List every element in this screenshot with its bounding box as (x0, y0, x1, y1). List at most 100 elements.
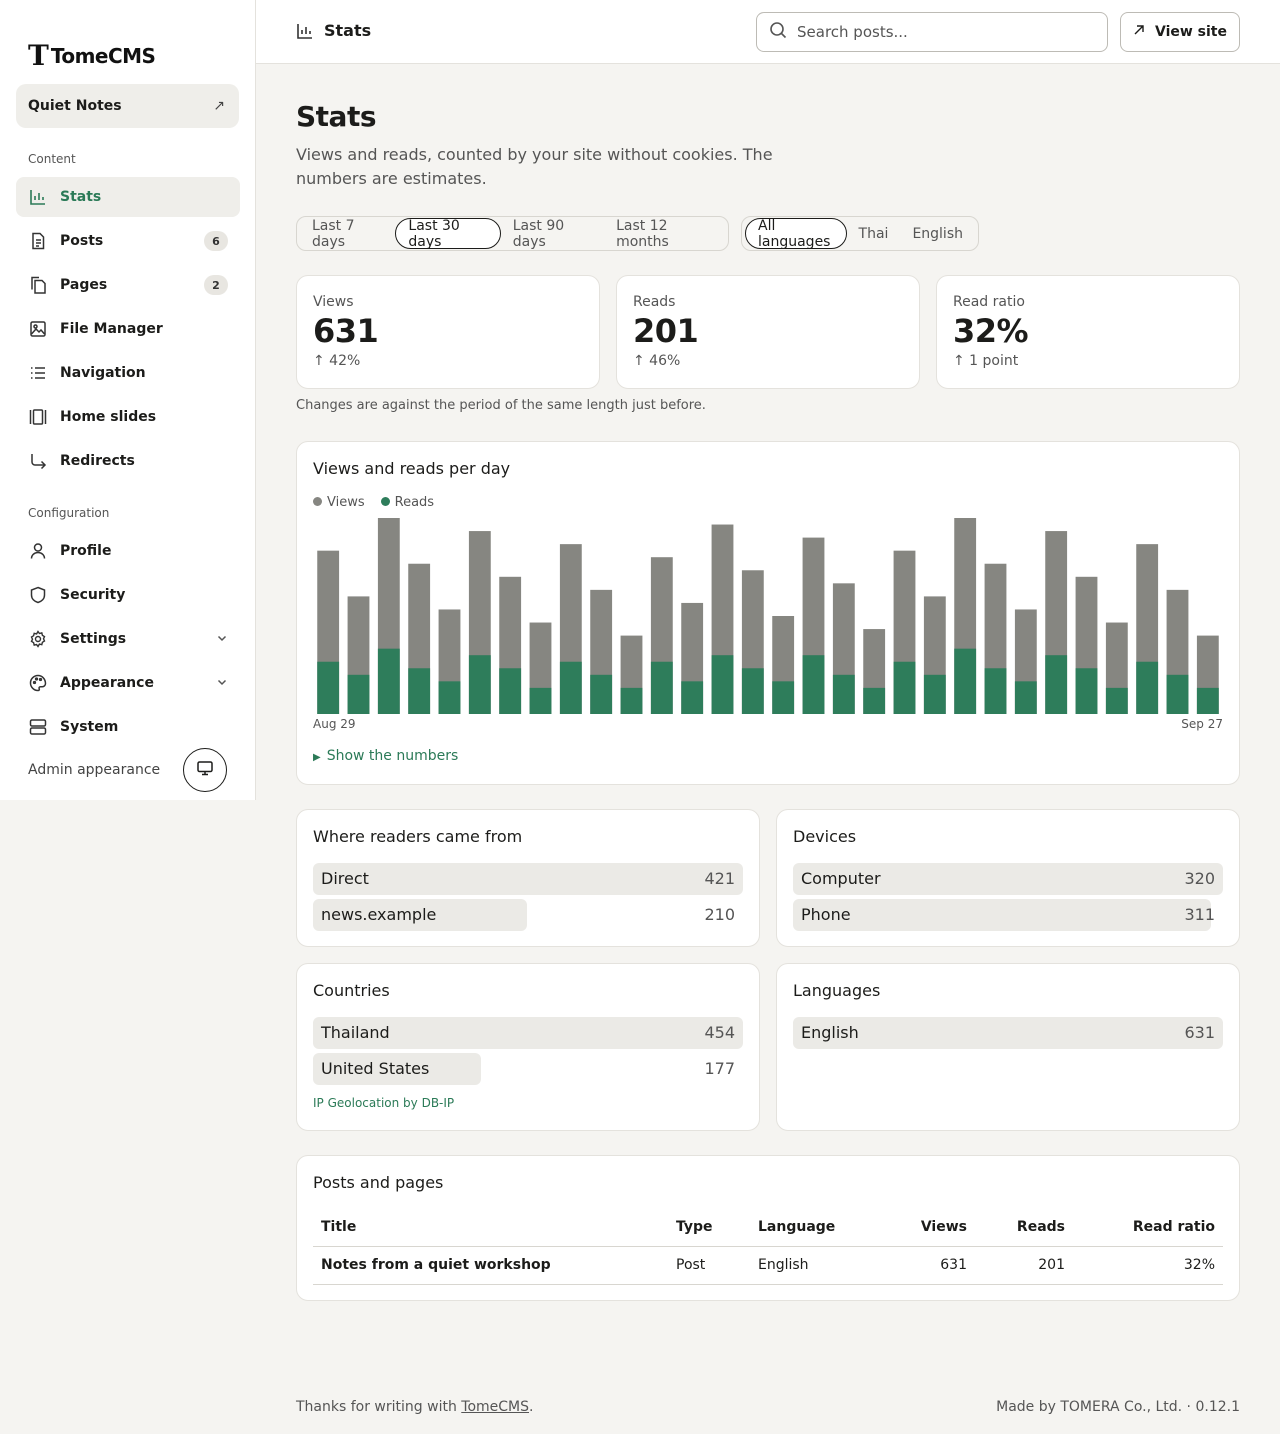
date-range-selector: Last 7 days Last 30 days Last 90 days La… (296, 216, 729, 251)
reads-bar (499, 668, 522, 714)
sidebar-item-file-manager[interactable]: File Manager (16, 309, 240, 349)
external-link-icon (1133, 24, 1145, 40)
row-bar (313, 863, 743, 895)
row-label: Thailand (321, 1023, 390, 1042)
device-row: Computer 320 (793, 863, 1223, 895)
kpi-value: 32% (953, 312, 1029, 350)
kpi-value: 631 (313, 312, 379, 350)
reads-bar (1014, 681, 1037, 714)
card-title: Devices (793, 827, 857, 846)
kpi-label: Views (313, 294, 354, 310)
list-icon (28, 363, 48, 383)
sidebar-item-pages[interactable]: Pages 2 (16, 265, 240, 305)
sidebar-item-label: Security (60, 587, 126, 603)
page-title: Stats (296, 100, 377, 133)
site-switcher[interactable]: Quiet Notes ↗ (16, 84, 239, 128)
range-option-90-days[interactable]: Last 90 days (512, 217, 565, 250)
reads-bar (1166, 674, 1189, 714)
range-option-30-days[interactable]: Last 30 days (395, 218, 501, 250)
sidebar-item-label: Pages (60, 277, 108, 293)
sidebar-item-profile[interactable]: Profile (16, 531, 240, 571)
top-header: Stats View site (256, 0, 1280, 64)
languages-card: Languages English 631 (776, 963, 1240, 1131)
search-box[interactable] (756, 12, 1108, 52)
server-icon (28, 717, 48, 737)
reads-bar (650, 661, 673, 714)
language-option-all[interactable]: All languages (745, 218, 847, 250)
chevron-down-icon (216, 676, 228, 691)
column-header-language: Language (750, 1208, 880, 1247)
devices-card: Devices Computer 320 Phone 311 (776, 809, 1240, 947)
image-icon (28, 319, 48, 339)
reads-bar (559, 661, 582, 714)
document-icon (28, 231, 48, 251)
sidebar-item-stats[interactable]: Stats (16, 177, 240, 217)
row-label: Phone (801, 905, 851, 924)
reads-bar (772, 681, 795, 714)
sidebar-item-appearance[interactable]: Appearance (16, 663, 240, 703)
posts-table: Title Type Language Views Reads Read rat… (313, 1208, 1223, 1285)
range-option-12-months[interactable]: Last 12 months (616, 217, 669, 250)
card-title: Languages (793, 981, 881, 1000)
table-row[interactable]: Notes from a quiet workshop Post English… (313, 1246, 1223, 1285)
chart-title: Views and reads per day (313, 459, 511, 478)
kpi-read-ratio: Read ratio 32% ↑ 1 point (936, 275, 1240, 389)
slides-icon (28, 407, 48, 427)
view-site-button[interactable]: View site (1120, 12, 1240, 52)
chart-legend: Views Reads (313, 495, 434, 510)
kpi-label: Reads (633, 294, 676, 310)
sidebar-item-navigation[interactable]: Navigation (16, 353, 240, 393)
table-header-row: Title Type Language Views Reads Read rat… (313, 1208, 1223, 1247)
x-axis-end-label: Sep 27 (1181, 717, 1223, 731)
geolocation-credit-link[interactable]: IP Geolocation by DB-IP (313, 1096, 455, 1110)
language-filter: All languages Thai English (741, 216, 979, 251)
row-bar (793, 1017, 1223, 1049)
view-site-label: View site (1154, 24, 1227, 40)
brand-logo[interactable]: T TomeCMS (28, 42, 156, 70)
search-input[interactable] (797, 23, 1087, 41)
reads-bar (954, 648, 977, 714)
reads-bar (590, 674, 613, 714)
sidebar-item-settings[interactable]: Settings (16, 619, 240, 659)
cell-type: Post (668, 1246, 750, 1285)
count-badge: 2 (204, 275, 228, 295)
gear-icon (28, 629, 48, 649)
kpi-views: Views 631 ↑ 42% (296, 275, 600, 389)
kpi-label: Read ratio (953, 294, 1025, 310)
legend-reads: Reads (380, 495, 434, 510)
sidebar-item-posts[interactable]: Posts 6 (16, 221, 240, 261)
sidebar-item-label: File Manager (60, 321, 163, 337)
cell-title[interactable]: Notes from a quiet workshop (313, 1246, 668, 1285)
sidebar: T TomeCMS Quiet Notes ↗ Content Stats Po… (0, 0, 256, 800)
language-option-thai[interactable]: Thai (858, 225, 889, 242)
reads-bar (923, 674, 946, 714)
x-axis-start-label: Aug 29 (313, 717, 356, 731)
country-row: Thailand 454 (313, 1017, 743, 1049)
tomecms-link[interactable]: TomeCMS (461, 1399, 529, 1415)
sidebar-item-system[interactable]: System (16, 707, 240, 747)
sidebar-item-redirects[interactable]: Redirects (16, 441, 240, 481)
sidebar-item-label: Settings (60, 631, 127, 647)
admin-appearance-toggle[interactable] (183, 748, 227, 792)
reads-bar (984, 668, 1007, 714)
row-value: 311 (1184, 905, 1215, 924)
count-badge: 6 (204, 231, 228, 251)
kpi-delta: ↑ 46% (633, 353, 681, 369)
external-link-icon: ↗ (213, 98, 225, 114)
referrer-row: Direct 421 (313, 863, 743, 895)
page-description: Views and reads, counted by your site wi… (296, 145, 773, 188)
cell-read-ratio: 32% (1073, 1246, 1223, 1285)
sidebar-item-home-slides[interactable]: Home slides (16, 397, 240, 437)
bar-chart-icon (28, 187, 48, 207)
show-numbers-toggle[interactable]: ▶ Show the numbers (313, 748, 459, 764)
device-row: Phone 311 (793, 899, 1223, 931)
language-option-english[interactable]: English (912, 225, 963, 242)
palette-icon (28, 673, 48, 693)
reads-bar (863, 687, 886, 714)
column-header-title: Title (313, 1208, 668, 1247)
section-label-configuration: Configuration (28, 506, 110, 520)
sidebar-item-security[interactable]: Security (16, 575, 240, 615)
section-label-content: Content (28, 152, 76, 166)
range-option-7-days[interactable]: Last 7 days (312, 217, 355, 250)
reads-bar (408, 668, 431, 714)
